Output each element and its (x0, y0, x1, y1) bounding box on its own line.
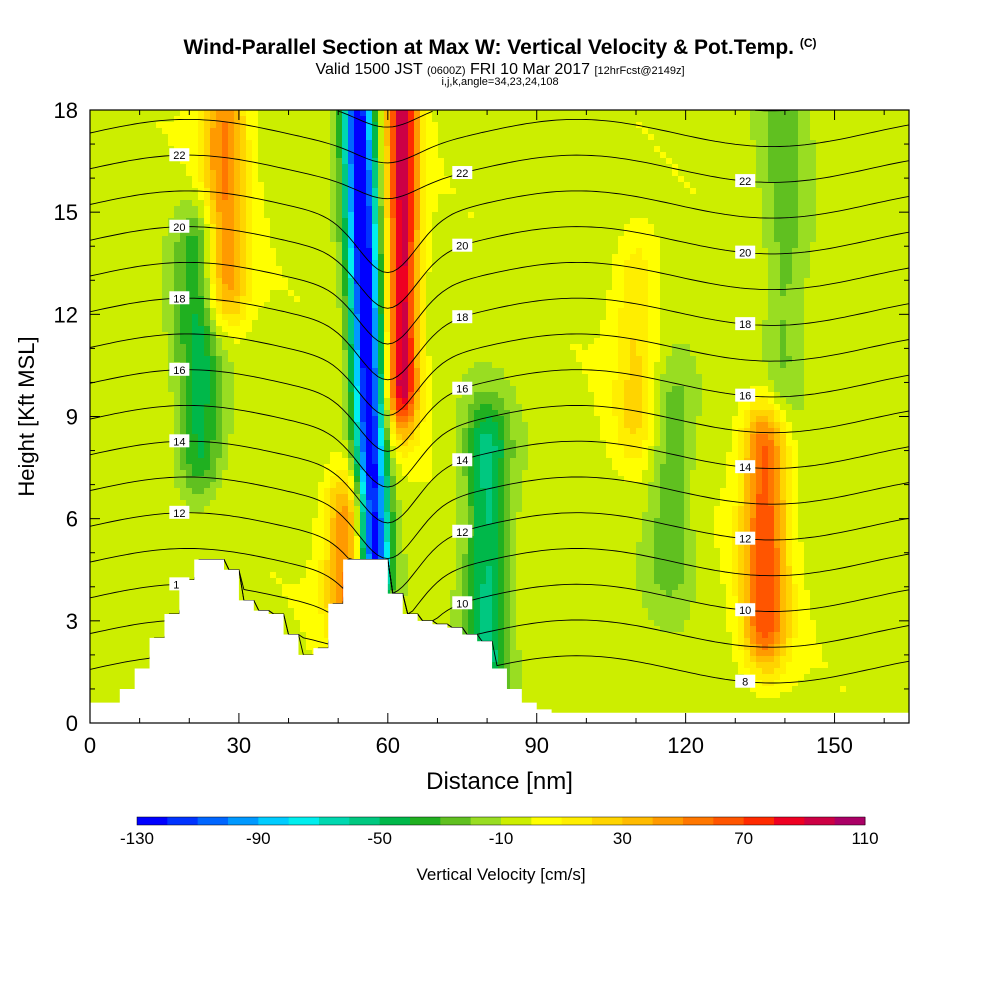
colorbar-tick-label: 30 (613, 829, 632, 848)
contour-label-10: 10 (735, 603, 756, 617)
theta-contour-14 (89, 440, 910, 524)
contour-label-22: 22 (452, 166, 473, 180)
colorbar-swatch (561, 817, 593, 825)
contour-label-22: 22 (169, 148, 190, 162)
grid-info: i,j,k,angle=34,23,24,108 (441, 76, 559, 88)
contour-label-10: 10 (452, 596, 473, 610)
contour-label-14: 14 (169, 434, 190, 448)
colorbar-tick-label: 70 (734, 829, 753, 848)
colorbar-tick-label: -10 (489, 829, 514, 848)
colorbar-swatch (379, 817, 411, 825)
colorbar-swatch (288, 817, 320, 825)
theta-contour-15 (89, 404, 910, 488)
contour-label-16: 16 (169, 362, 190, 377)
colorbar-swatch (804, 817, 836, 825)
colorbar-swatch (713, 817, 745, 825)
colorbar-swatch (167, 817, 199, 825)
colorbar-swatch (652, 817, 684, 825)
colorbar: -130 -90 -50 -10 30 70 110 Vertical Velocity [c… (120, 816, 879, 884)
y-tick-label: 0 (66, 711, 78, 736)
x-axis: 0 30 60 90 120 150 Distance [nm] (84, 110, 885, 795)
potential-temperature-contours (89, 109, 910, 684)
y-axis: 0 3 6 9 12 15 18 Height [Kft MSL] (14, 98, 909, 736)
chart-title: Wind-Parallel Section at Max W: Vertical… (183, 36, 817, 59)
colorbar-label: Vertical Velocity [cm/s] (416, 865, 585, 884)
contour-label-20: 20 (452, 238, 473, 253)
contour-label-20: 20 (735, 245, 756, 260)
contour-label-12: 12 (735, 531, 756, 546)
theta-contour-24 (338, 109, 790, 128)
y-tick-label: 15 (54, 200, 78, 225)
y-tick-label: 12 (54, 302, 78, 327)
contour-label-12: 12 (452, 524, 473, 539)
theta-contour-19 (89, 261, 910, 345)
contour-label-8: 8 (735, 674, 756, 689)
chart-subtitle: Valid 1500 JST (0600Z) FRI 10 Mar 2017 [… (315, 61, 685, 78)
y-tick-label: 18 (54, 98, 78, 123)
colorbar-swatch (349, 817, 381, 825)
colorbar-tick-label: -90 (246, 829, 271, 848)
colorbar-tick-label: -130 (120, 829, 154, 848)
x-tick-label: 150 (816, 733, 853, 758)
x-tick-label: 0 (84, 733, 96, 758)
contour-label-22: 22 (735, 174, 756, 188)
theta-contour-11 (89, 548, 910, 615)
theta-contour-18 (89, 297, 910, 381)
colorbar-swatch (622, 817, 654, 825)
theta-contour-17 (89, 333, 910, 417)
y-axis-label: Height [Kft MSL] (14, 336, 39, 496)
colorbar-swatch (501, 817, 532, 825)
colorbar-tick-label: -50 (367, 829, 392, 848)
theta-contour-16 (89, 369, 910, 452)
contour-label-18: 18 (452, 310, 473, 324)
colorbar-swatch (440, 817, 472, 825)
colorbar-swatch (319, 817, 350, 825)
colorbar-swatch (774, 817, 805, 825)
x-tick-label: 60 (376, 733, 400, 758)
colorbar-frame (136, 816, 866, 826)
y-tick-label: 3 (66, 609, 78, 634)
colorbar-swatch (228, 817, 259, 825)
x-axis-label: Distance [nm] (426, 768, 573, 795)
contour-label-16: 16 (452, 381, 473, 396)
colorbar-swatch (258, 817, 290, 825)
y-tick-label: 9 (66, 405, 78, 430)
x-tick-label: 120 (667, 733, 704, 758)
contour-label-14: 14 (452, 453, 473, 467)
x-tick-label: 30 (227, 733, 251, 758)
colorbar-swatch (592, 817, 623, 825)
x-tick-label: 90 (524, 733, 548, 758)
y-tick-label: 6 (66, 507, 78, 532)
contour-label-18: 18 (169, 291, 190, 305)
colorbar-swatch (410, 817, 441, 825)
terrain (90, 559, 909, 723)
theta-contour-21 (89, 190, 910, 274)
colorbar-tick-label: 110 (851, 829, 878, 848)
theta-contour-22 (89, 154, 910, 200)
theta-contour-20 (89, 226, 910, 309)
colorbar-swatch (531, 817, 563, 825)
colorbar-swatch (137, 817, 168, 825)
theta-contour-10 (89, 559, 910, 622)
contour-label-18: 18 (735, 317, 756, 331)
colorbar-swatch (743, 817, 775, 825)
contour-label-20: 20 (169, 219, 190, 234)
colorbar-swatch (470, 817, 502, 825)
contour-label-14: 14 (735, 460, 756, 474)
contour-label-12: 12 (169, 505, 190, 520)
theta-contour-12 (89, 512, 910, 595)
contour-label-16: 16 (735, 388, 756, 403)
colorbar-swatch (834, 817, 866, 825)
colorbar-swatch (197, 817, 229, 825)
colorbar-swatch (683, 817, 714, 825)
theta-contour-13 (89, 476, 910, 560)
theta-contour-23 (89, 118, 910, 164)
